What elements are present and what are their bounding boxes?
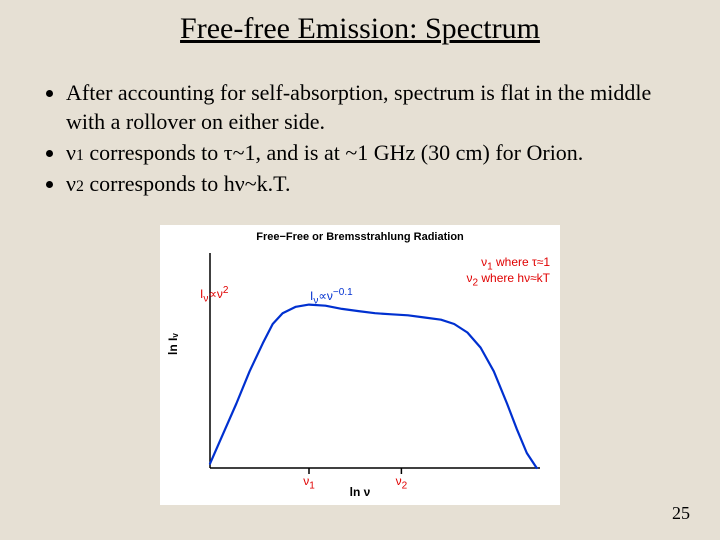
spectrum-chart: Free−Free or Bremsstrahlung Radiation ln… (160, 225, 560, 505)
x-tick-label: ν2 (396, 474, 408, 491)
bullet-item: ν2 corresponds to hν~k.T. (66, 169, 682, 198)
slide: Free-free Emission: Spectrum After accou… (0, 0, 720, 540)
page-number: 25 (672, 503, 690, 524)
annotation-rising: Iν∝ν2 (200, 285, 228, 306)
x-axis-label: ln ν (160, 485, 560, 499)
bullet-item: After accounting for self-absorption, sp… (66, 78, 682, 136)
bullet-item: ν1 corresponds to τ~1, and is at ~1 GHz … (66, 138, 682, 167)
chart-title: Free−Free or Bremsstrahlung Radiation (160, 225, 560, 243)
y-axis-label: ln Iᵥ (166, 333, 180, 355)
annotation-flat: Iν∝ν−0.1 (310, 287, 353, 306)
bullet-list: After accounting for self-absorption, sp… (38, 78, 682, 198)
body-text: After accounting for self-absorption, sp… (38, 78, 682, 200)
annotation-legend2: ν2 where hν≈kT (466, 271, 550, 290)
page-title: Free-free Emission: Spectrum (0, 12, 720, 46)
x-tick-label: ν1 (303, 474, 315, 491)
